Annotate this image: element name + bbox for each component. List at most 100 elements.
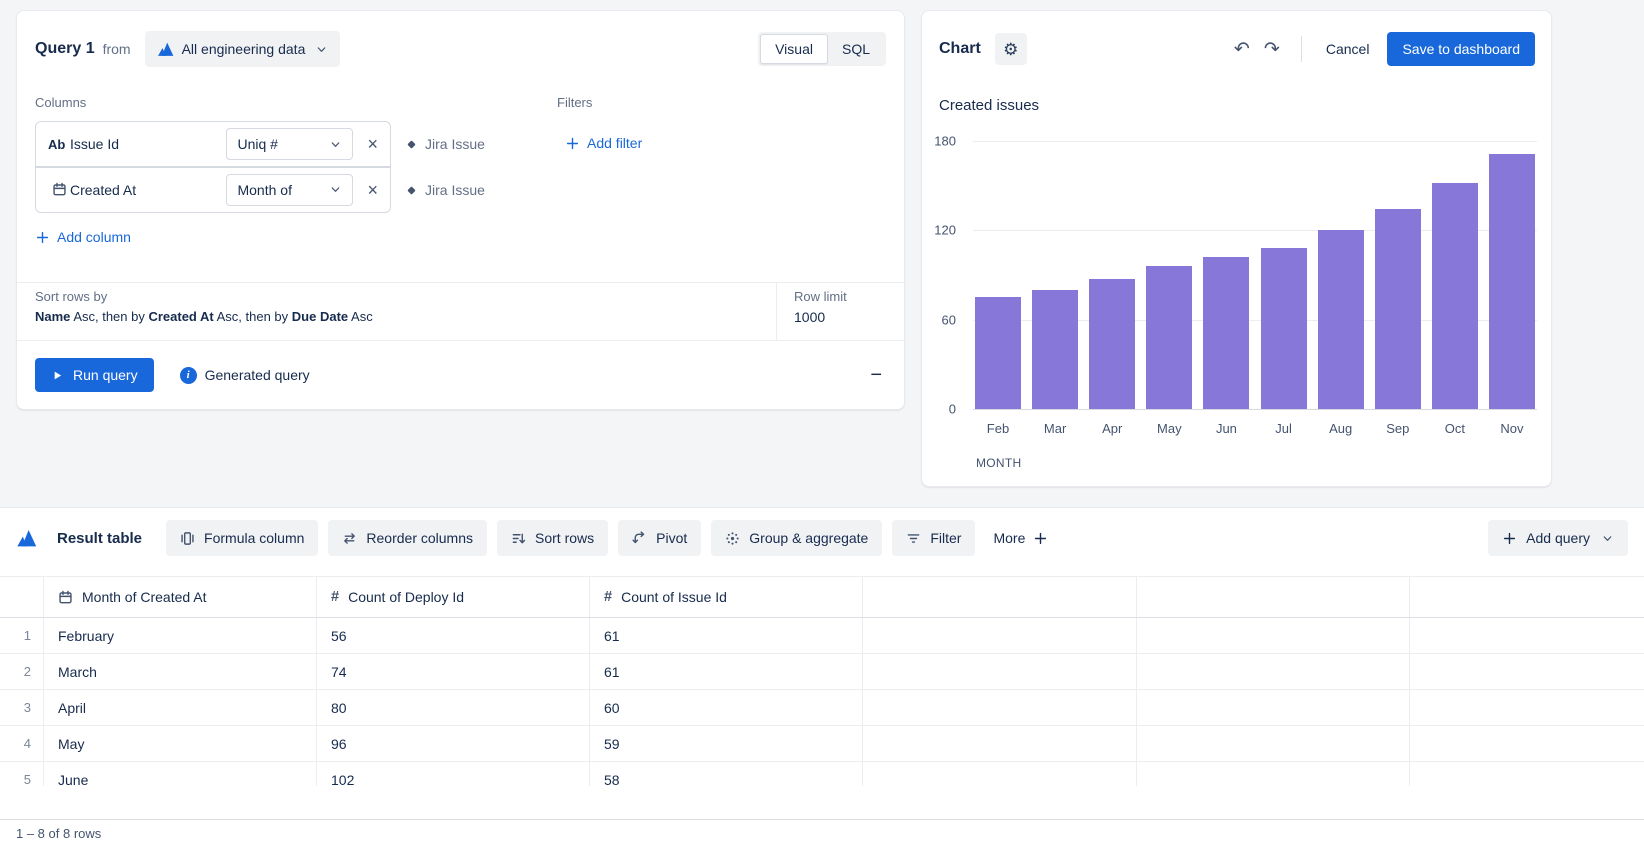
table-cell[interactable]: 61 bbox=[590, 618, 863, 653]
bar-mar[interactable] bbox=[1032, 290, 1078, 409]
table-status-bar: 1 – 8 of 8 rows bbox=[0, 819, 1644, 847]
bar-slot bbox=[1261, 248, 1307, 409]
row-count-status: 1 – 8 of 8 rows bbox=[16, 826, 101, 841]
bar-apr[interactable] bbox=[1089, 279, 1135, 409]
bar-slot bbox=[975, 297, 1021, 409]
query-column-row: AbIssue IdUniq #×Jira Issue bbox=[35, 121, 485, 167]
bar-may[interactable] bbox=[1146, 266, 1192, 409]
remove-column-button[interactable]: × bbox=[367, 181, 378, 199]
table-cell-empty bbox=[1410, 690, 1644, 725]
table-cell[interactable]: April bbox=[44, 690, 317, 725]
bar-oct[interactable] bbox=[1432, 183, 1478, 409]
result-table-section: Result table Formula columnReorder colum… bbox=[0, 507, 1644, 847]
chart-title: Created issues bbox=[939, 97, 1039, 114]
row-number: 5 bbox=[0, 762, 44, 786]
cancel-button[interactable]: Cancel bbox=[1316, 32, 1380, 66]
chart-panel-title: Chart bbox=[939, 40, 981, 58]
table-cell[interactable]: 61 bbox=[590, 654, 863, 689]
generated-query-link[interactable]: Generated query bbox=[205, 367, 310, 383]
divider bbox=[17, 282, 904, 283]
table-cell-empty bbox=[1410, 762, 1644, 786]
calendar-icon bbox=[58, 590, 73, 605]
table-cell[interactable]: 74 bbox=[317, 654, 590, 689]
table-cell[interactable]: March bbox=[44, 654, 317, 689]
run-query-button[interactable]: Run query bbox=[35, 358, 154, 392]
save-to-dashboard-button[interactable]: Save to dashboard bbox=[1387, 32, 1535, 66]
plus-icon bbox=[35, 230, 50, 245]
sort-field-name: Created At bbox=[148, 309, 213, 324]
remove-column-button[interactable]: × bbox=[367, 135, 378, 153]
chevron-down-icon bbox=[329, 138, 342, 151]
column-header-label: Count of Issue Id bbox=[621, 589, 727, 605]
sort-rows-icon bbox=[511, 531, 526, 546]
table-cell[interactable]: June bbox=[44, 762, 317, 786]
y-axis-tick: 60 bbox=[942, 312, 956, 327]
table-cell[interactable]: 80 bbox=[317, 690, 590, 725]
chart-bars bbox=[975, 141, 1535, 409]
table-cell[interactable]: 60 bbox=[590, 690, 863, 725]
undo-button[interactable]: ↶ bbox=[1227, 34, 1257, 64]
empty-column-header bbox=[1137, 577, 1410, 617]
x-axis-tick: Oct bbox=[1432, 421, 1478, 436]
bar-sep[interactable] bbox=[1375, 209, 1421, 409]
empty-column-header bbox=[1410, 577, 1644, 617]
sort-rows-button[interactable]: Sort rows bbox=[497, 520, 608, 556]
collapse-panel-button[interactable]: − bbox=[870, 364, 882, 387]
bar-slot bbox=[1089, 279, 1135, 409]
chart-plot bbox=[973, 141, 1537, 409]
table-cell-empty bbox=[1410, 618, 1644, 653]
query-column-field[interactable]: AbIssue IdUniq #× bbox=[35, 121, 391, 167]
add-filter-button[interactable]: Add filter bbox=[565, 135, 642, 151]
group-aggregate-button[interactable]: Group & aggregate bbox=[711, 520, 882, 556]
atlassian-logo-icon bbox=[157, 41, 174, 58]
bar-feb[interactable] bbox=[975, 297, 1021, 409]
jira-issue-icon bbox=[405, 184, 418, 197]
table-cell[interactable]: February bbox=[44, 618, 317, 653]
more-button[interactable]: More bbox=[985, 530, 1056, 546]
sort-description[interactable]: Name Asc, then by Created At Asc, then b… bbox=[35, 309, 373, 324]
query-title: Query 1 bbox=[35, 40, 95, 58]
add-query-button[interactable]: Add query bbox=[1488, 520, 1628, 556]
bar-jul[interactable] bbox=[1261, 248, 1307, 409]
bar-aug[interactable] bbox=[1318, 230, 1364, 409]
atlassian-logo-icon bbox=[16, 528, 37, 549]
add-column-button[interactable]: Add column bbox=[35, 229, 131, 245]
column-source: Jira Issue bbox=[405, 136, 485, 152]
table-cell[interactable]: 58 bbox=[590, 762, 863, 786]
datasource-select[interactable]: All engineering data bbox=[145, 31, 341, 67]
table-cell-empty bbox=[863, 762, 1137, 786]
column-header[interactable]: #Count of Issue Id bbox=[590, 577, 863, 617]
bar-slot bbox=[1032, 290, 1078, 409]
pivot-button[interactable]: Pivot bbox=[618, 520, 701, 556]
divider bbox=[17, 340, 904, 341]
datasource-name: All engineering data bbox=[182, 41, 306, 57]
table-cell[interactable]: May bbox=[44, 726, 317, 761]
column-header[interactable]: Month of Created At bbox=[44, 577, 317, 617]
column-header[interactable]: #Count of Deploy Id bbox=[317, 577, 590, 617]
filter-button[interactable]: Filter bbox=[892, 520, 975, 556]
query-column-field[interactable]: Created AtMonth of× bbox=[35, 167, 391, 213]
reorder-columns-button[interactable]: Reorder columns bbox=[328, 520, 487, 556]
y-axis-tick: 120 bbox=[934, 223, 956, 238]
bar-jun[interactable] bbox=[1203, 257, 1249, 409]
play-icon bbox=[51, 369, 64, 382]
table-cell[interactable]: 59 bbox=[590, 726, 863, 761]
empty-column-header bbox=[863, 577, 1137, 617]
row-limit-value[interactable]: 1000 bbox=[794, 309, 825, 325]
table-cell[interactable]: 102 bbox=[317, 762, 590, 786]
reorder-columns-icon bbox=[342, 531, 357, 546]
aggregation-select[interactable]: Uniq # bbox=[226, 128, 353, 160]
row-number: 1 bbox=[0, 618, 44, 653]
sql-mode-tab[interactable]: SQL bbox=[828, 34, 884, 64]
aggregation-select[interactable]: Month of bbox=[226, 174, 353, 206]
table-cell[interactable]: 56 bbox=[317, 618, 590, 653]
table-cell[interactable]: 96 bbox=[317, 726, 590, 761]
chevron-down-icon bbox=[315, 43, 328, 56]
formula-column-button[interactable]: Formula column bbox=[166, 520, 318, 556]
chart-settings-button[interactable]: ⚙ bbox=[995, 33, 1027, 65]
table-row: 1February5661 bbox=[0, 618, 1644, 654]
redo-button[interactable]: ↷ bbox=[1257, 34, 1287, 64]
visual-mode-tab[interactable]: Visual bbox=[760, 34, 828, 64]
result-table-header-row: Month of Created At#Count of Deploy Id#C… bbox=[0, 576, 1644, 618]
bar-nov[interactable] bbox=[1489, 154, 1535, 409]
